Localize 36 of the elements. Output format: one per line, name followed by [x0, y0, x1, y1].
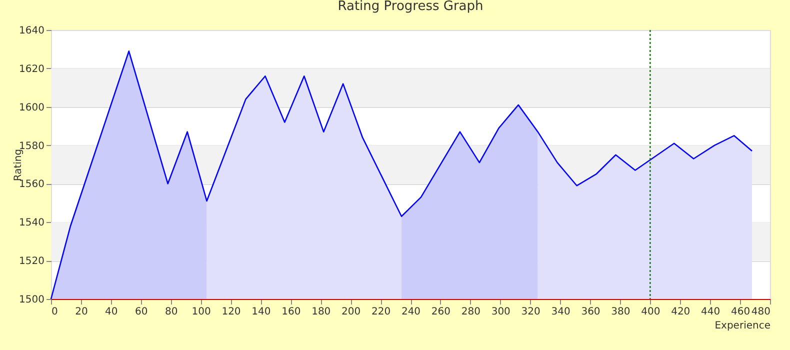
y-axis-title: Rating	[13, 148, 24, 182]
x-tick-label: 180	[312, 306, 331, 318]
x-tick-label: 140	[252, 306, 271, 318]
x-tick-label: 200	[342, 306, 361, 318]
x-tick-label: 280	[461, 306, 480, 318]
x-tick-label: 0	[52, 306, 58, 318]
y-tick-label: 1500	[19, 294, 44, 306]
x-tick-label: 40	[105, 306, 118, 318]
x-tick-label: 20	[75, 306, 88, 318]
line-series	[50, 50, 753, 300]
x-tick-label: 440	[701, 306, 720, 318]
x-tick-label: 480	[751, 306, 770, 318]
chart-title: Rating Progress Graph	[338, 0, 484, 14]
x-tick-label: 100	[192, 306, 211, 318]
x-tick-label: 220	[371, 306, 391, 318]
y-tick-label: 1520	[19, 256, 44, 268]
x-tick-label: 300	[491, 306, 510, 318]
y-tick-label: 1640	[19, 26, 44, 36]
x-tick-label: 460	[730, 306, 750, 318]
x-tick-label: 80	[164, 306, 178, 318]
y-tick-label: 1600	[19, 102, 44, 114]
x-tick-label: 320	[521, 306, 540, 318]
x-tick-label: 260	[431, 306, 451, 318]
y-tick-label: 1560	[19, 179, 44, 190]
y-tick-label: 1620	[19, 64, 44, 75]
x-tick-label: 160	[282, 306, 301, 318]
x-tick-label: 120	[222, 306, 241, 318]
x-tick-label: 400	[641, 306, 660, 318]
x-tick-label: 420	[671, 306, 690, 318]
x-tick-label: 360	[581, 306, 600, 318]
x-tick-label: 60	[135, 306, 148, 318]
y-tick-label: 1540	[19, 218, 44, 229]
x-tick-label: 340	[551, 306, 570, 318]
x-tick-label: 380	[611, 306, 630, 318]
x-axis-title: Experience	[714, 320, 770, 332]
x-tick-label: 240	[401, 306, 421, 318]
